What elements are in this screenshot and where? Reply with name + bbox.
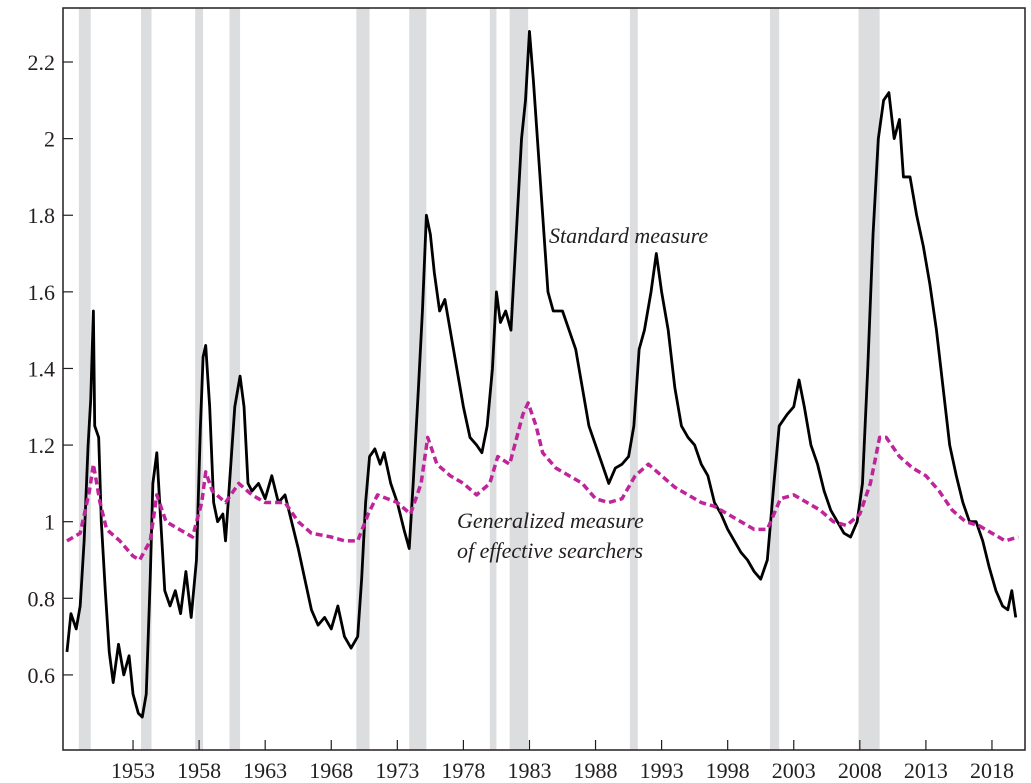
y-tick-label: 2 — [44, 127, 55, 152]
x-tick-label: 1983 — [507, 758, 551, 783]
annotation: Standard measure — [549, 223, 708, 248]
series-line — [66, 401, 1019, 562]
x-tick-label: 1998 — [706, 758, 750, 783]
y-tick-label: 2.2 — [28, 50, 56, 75]
recession-band — [78, 8, 91, 750]
x-tick-label: 2003 — [772, 758, 816, 783]
x-tick-label: 1963 — [243, 758, 287, 783]
x-tick-label: 1988 — [574, 758, 618, 783]
y-tick-label: 1.2 — [28, 433, 56, 458]
y-tick-label: 1.6 — [28, 280, 56, 305]
x-tick-label: 1958 — [177, 758, 221, 783]
plot-frame — [62, 7, 1026, 751]
x-tick-label: 1968 — [309, 758, 353, 783]
x-tick-label: 1978 — [441, 758, 485, 783]
recession-band — [769, 8, 780, 750]
axes: 0.6 0.8 1 1.2 1.4 1.6 1.8 2 2.2 1953 1958 1963 1968 1… — [28, 50, 1014, 783]
x-tick-label: 1973 — [375, 758, 419, 783]
recession-band — [509, 8, 529, 750]
y-tick-label: 1.4 — [28, 356, 56, 381]
recession-band — [356, 8, 370, 750]
x-tick-label: 2013 — [904, 758, 948, 783]
y-tick-label: 0.6 — [28, 663, 56, 688]
x-tick-label: 2008 — [838, 758, 882, 783]
annotation: Generalized measure — [457, 508, 644, 533]
recession-band — [229, 8, 241, 750]
annotation: of effective searchers — [457, 538, 643, 563]
recession-band — [858, 8, 880, 750]
x-tick-label: 2018 — [970, 758, 1014, 783]
recession-band — [489, 8, 497, 750]
y-tick-label: 1 — [44, 510, 55, 535]
recession-band — [195, 8, 204, 750]
y-tick-label: 0.8 — [28, 586, 56, 611]
series-line — [65, 29, 1018, 719]
recession-bands — [78, 8, 880, 750]
recession-band — [140, 8, 152, 750]
series — [65, 29, 1019, 719]
recession-band — [629, 8, 638, 750]
x-tick-label: 1953 — [111, 758, 155, 783]
y-tick-label: 1.8 — [28, 203, 56, 228]
x-tick-label: 1993 — [640, 758, 684, 783]
